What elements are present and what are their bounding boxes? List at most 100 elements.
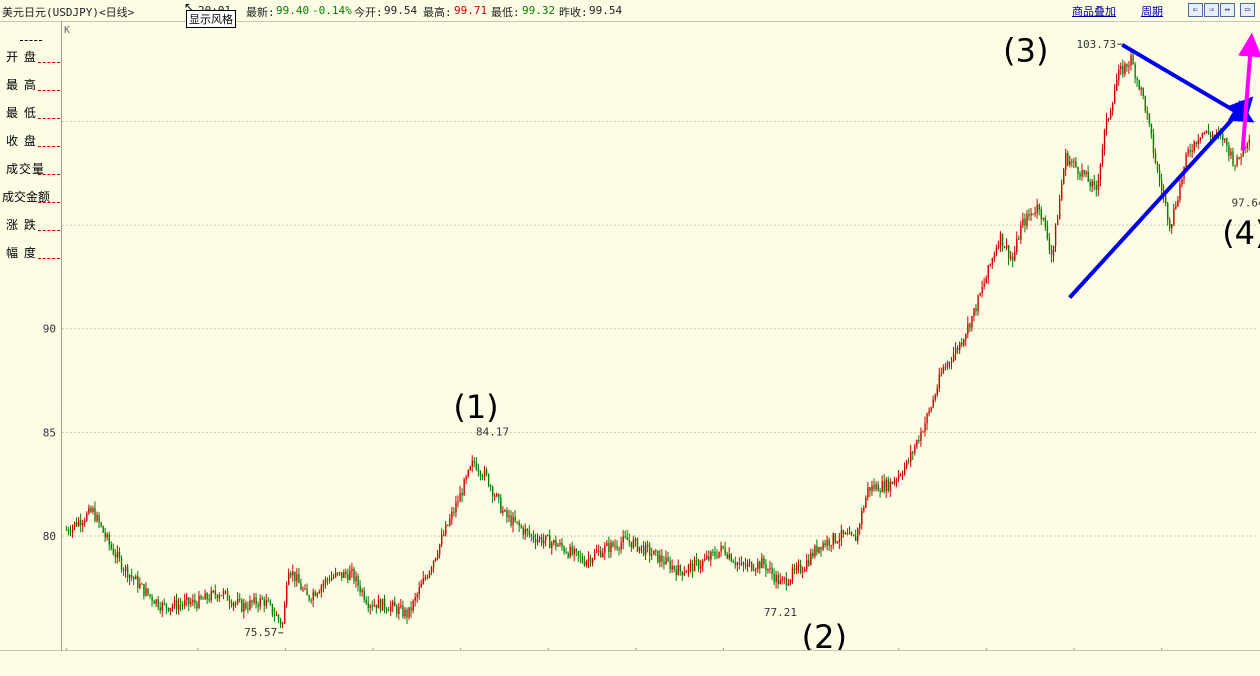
window-button[interactable]: ▭ xyxy=(1240,3,1255,17)
candle-up xyxy=(381,598,384,611)
candle-down xyxy=(1169,219,1171,229)
candle-up xyxy=(1101,149,1104,165)
candle-up xyxy=(1140,87,1142,90)
candle-down xyxy=(1154,153,1157,163)
wave-label: (1) xyxy=(453,388,498,426)
candle-up xyxy=(1030,213,1032,216)
candle-down xyxy=(1144,96,1147,111)
candle-down xyxy=(388,610,390,612)
candle-up xyxy=(1175,206,1177,209)
candle-down xyxy=(102,526,104,533)
candle-down xyxy=(628,540,631,542)
candle-up xyxy=(129,574,131,579)
candle-up xyxy=(903,466,906,475)
candle-down xyxy=(251,600,253,603)
candle-down xyxy=(1148,114,1151,124)
candle-down xyxy=(359,585,361,593)
period-link[interactable]: 周期 xyxy=(1141,5,1163,18)
candle-up xyxy=(212,590,215,592)
candle-up xyxy=(1242,146,1244,157)
candle-up xyxy=(1091,181,1094,187)
candle-down xyxy=(577,551,580,556)
candle-up xyxy=(881,481,883,492)
candle-up xyxy=(838,539,841,543)
candle-down xyxy=(263,599,266,606)
candle-up xyxy=(914,446,916,453)
candle-up xyxy=(1042,217,1045,219)
candle-down xyxy=(269,601,272,605)
candle-up xyxy=(361,590,363,593)
candle-down xyxy=(196,603,198,609)
candle-up xyxy=(644,544,647,555)
candle-up xyxy=(451,511,453,519)
candle-down xyxy=(294,571,296,582)
candle-down xyxy=(489,486,492,488)
scroll-left-button[interactable]: ⇐ xyxy=(1188,3,1203,17)
y-tick-label: 90 xyxy=(43,323,56,336)
candlestick-chart[interactable]: K808590日线2011060911201201030507091120130… xyxy=(0,22,1260,650)
candle-down xyxy=(583,562,586,566)
candle-down xyxy=(175,600,178,610)
candle-down xyxy=(514,516,516,522)
candle-up xyxy=(895,479,898,481)
candle-down xyxy=(522,527,525,535)
candle-up xyxy=(494,496,496,498)
candle-up xyxy=(985,278,987,284)
candle-up xyxy=(538,537,541,540)
overlay-link[interactable]: 商品叠加 xyxy=(1072,5,1116,18)
candle-up xyxy=(106,534,108,538)
candle-down xyxy=(1040,209,1043,219)
candle-down xyxy=(353,568,355,582)
low-label: 最低: xyxy=(491,6,520,19)
candle-up xyxy=(559,542,561,545)
candle-down xyxy=(883,481,885,492)
candle-up xyxy=(135,576,137,580)
candle-down xyxy=(555,540,557,547)
candle-down xyxy=(118,551,121,558)
candle-down xyxy=(608,543,610,553)
candle-up xyxy=(779,579,781,585)
scroll-right-button[interactable]: ⇒ xyxy=(1204,3,1219,17)
candle-down xyxy=(1207,130,1210,134)
candle-up xyxy=(220,595,223,597)
candle-up xyxy=(604,545,606,553)
candle-up xyxy=(465,476,467,480)
legend-amplitude: 幅 度 xyxy=(4,236,60,264)
candle-down xyxy=(479,471,482,476)
candle-down xyxy=(1032,213,1034,215)
candle-down xyxy=(1093,181,1096,186)
candle-down xyxy=(300,583,302,590)
candle-down xyxy=(793,568,796,571)
candle-up xyxy=(377,599,380,609)
candle-up xyxy=(610,542,612,553)
legend-low: 最 低 xyxy=(4,96,60,124)
candle-up xyxy=(1061,184,1063,200)
candle-up xyxy=(671,565,673,570)
candle-down xyxy=(732,561,735,563)
candle-up xyxy=(145,588,147,596)
candle-up xyxy=(332,576,335,578)
candle-up xyxy=(977,295,979,312)
candle-up xyxy=(1246,143,1248,149)
candle-up xyxy=(598,550,600,552)
candle-up xyxy=(897,475,900,480)
legend-change: 涨 跌 xyxy=(4,208,60,236)
candle-up xyxy=(1105,118,1108,130)
candle-down xyxy=(1228,145,1230,156)
zoom-button[interactable]: ↔ xyxy=(1220,3,1235,17)
candle-up xyxy=(700,566,702,569)
candle-down xyxy=(589,557,592,563)
candle-up xyxy=(557,544,559,547)
candle-down xyxy=(153,600,155,604)
candle-up xyxy=(1124,63,1126,75)
high-label: 最高: xyxy=(423,6,452,19)
candle-down xyxy=(367,603,370,608)
candle-down xyxy=(75,522,78,526)
candle-down xyxy=(151,596,153,601)
candle-down xyxy=(273,614,276,616)
candle-up xyxy=(818,546,820,553)
candle-up xyxy=(373,604,376,607)
candle-up xyxy=(1081,169,1083,177)
candle-up xyxy=(1085,171,1087,175)
candle-down xyxy=(165,603,168,608)
